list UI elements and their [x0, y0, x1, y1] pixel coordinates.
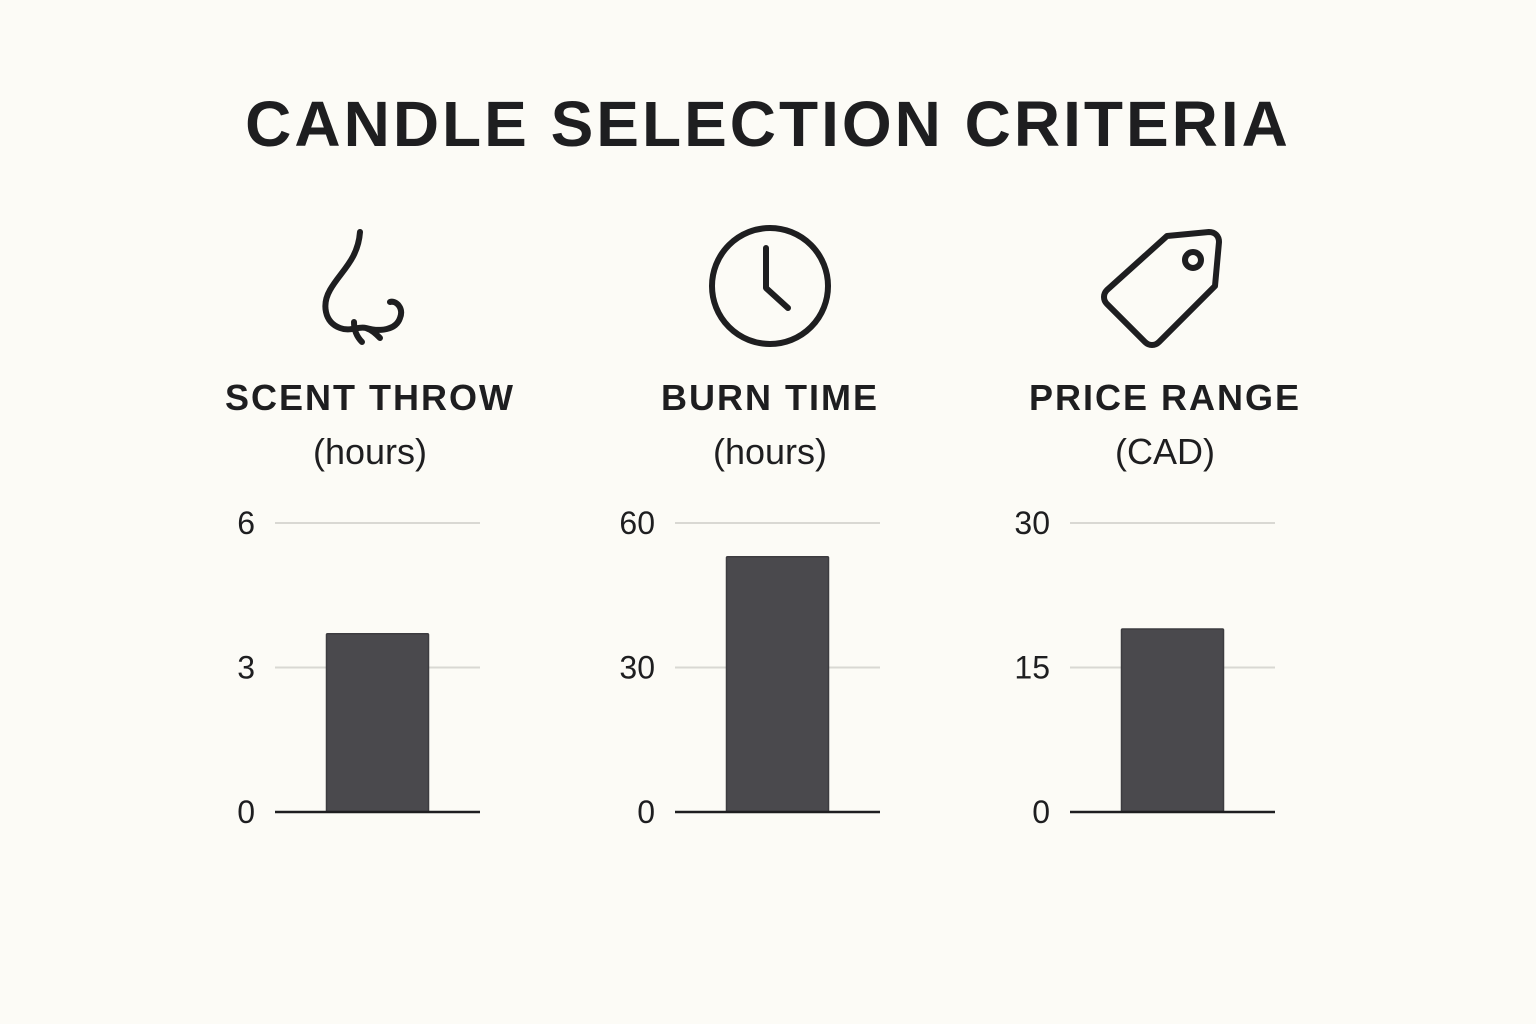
burn-time-chart: 0 30 60 — [570, 490, 970, 830]
y-tick-label: 0 — [637, 794, 655, 830]
panel-title: BURN TIME — [661, 377, 879, 418]
y-tick-label: 0 — [1032, 794, 1050, 830]
scent-throw-chart: 0 3 6 — [170, 490, 570, 830]
bar — [725, 555, 830, 813]
y-tick-label: 30 — [619, 650, 655, 686]
y-tick-label: 3 — [237, 650, 255, 686]
y-tick-label: 0 — [237, 794, 255, 830]
bar — [1120, 628, 1225, 813]
nose-icon — [300, 220, 440, 360]
y-tick-label: 30 — [1014, 505, 1050, 541]
bar-chart: 0 30 60 — [619, 505, 880, 830]
page-title: CANDLE SELECTION CRITERIA — [245, 88, 1291, 160]
bar-chart: 0 15 30 — [1014, 505, 1275, 830]
price-range-chart: 0 15 30 — [965, 490, 1365, 830]
bar — [325, 633, 430, 813]
y-tick-label: 60 — [619, 505, 655, 541]
bar-chart: 0 3 6 — [237, 505, 480, 830]
y-tick-label: 6 — [237, 505, 255, 541]
panel-title: SCENT THROW — [225, 377, 515, 418]
scent-throw-panel: SCENT THROW (hours) 0 3 6 — [170, 220, 570, 840]
price-range-panel: PRICE RANGE (CAD) 0 15 30 — [965, 220, 1365, 840]
clock-icon — [700, 220, 840, 360]
panel-unit: (CAD) — [1115, 431, 1215, 472]
panel-title: PRICE RANGE — [1028, 377, 1302, 418]
burn-time-panel: BURN TIME (hours) 0 30 60 — [570, 220, 970, 840]
price-tag-icon — [1095, 220, 1235, 360]
panel-unit: (hours) — [712, 431, 828, 472]
panel-unit: (hours) — [312, 431, 428, 472]
y-tick-label: 15 — [1014, 650, 1050, 686]
